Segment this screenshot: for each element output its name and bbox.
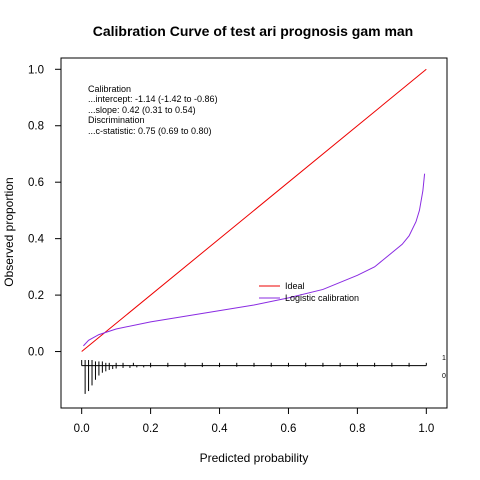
plot-frame	[60, 57, 448, 409]
x-tick-label: 1.0	[418, 423, 434, 435]
chart-title: Calibration Curve of test ari prognosis …	[93, 23, 414, 39]
y-tick-label: 0.8	[28, 121, 44, 133]
x-tick-label: 0.4	[212, 423, 229, 435]
y-tick-label: 0.6	[28, 177, 44, 189]
y-tick-label: 0.2	[28, 290, 44, 302]
spike-label-negative: 0	[442, 373, 446, 380]
x-tick-label: 0.2	[143, 423, 159, 435]
annotation-line: Discrimination	[88, 115, 145, 125]
legend-label-logistic-calibration: Logistic calibration	[285, 293, 359, 303]
x-tick-label: 0.8	[349, 423, 365, 435]
y-tick-label: 0.4	[28, 234, 45, 246]
spike-histogram	[81, 360, 427, 394]
series-line-logistic-calibration	[83, 173, 426, 347]
x-tick-label: 0.6	[280, 423, 296, 435]
annotation-line: Calibration	[88, 84, 131, 94]
legend: Ideal Logistic calibration	[259, 281, 359, 303]
x-axis-label: Predicted probability	[200, 451, 309, 465]
x-tick-label: 0.0	[74, 423, 90, 435]
series-layer	[81, 68, 427, 352]
y-tick-label: 1.0	[28, 64, 44, 76]
y-axis: 0.0 0.2 0.4 0.6 0.8 1.0	[28, 64, 61, 359]
calibration-annotations: Calibration ...intercept: -1.14 (-1.42 t…	[88, 84, 218, 136]
series-line-ideal	[81, 68, 427, 352]
spike-label-positive: 1	[442, 355, 446, 362]
annotation-line: ...intercept: -1.14 (-1.42 to -0.86)	[88, 94, 218, 104]
y-tick-label: 0.0	[28, 347, 44, 359]
x-axis: 0.0 0.2 0.4 0.6 0.8 1.0	[74, 408, 434, 435]
annotation-line: ...slope: 0.42 (0.31 to 0.54)	[88, 105, 196, 115]
annotation-line: ...c-statistic: 0.75 (0.69 to 0.80)	[88, 126, 212, 136]
y-axis-label: Observed proportion	[2, 177, 16, 286]
legend-label-ideal: Ideal	[285, 281, 305, 291]
